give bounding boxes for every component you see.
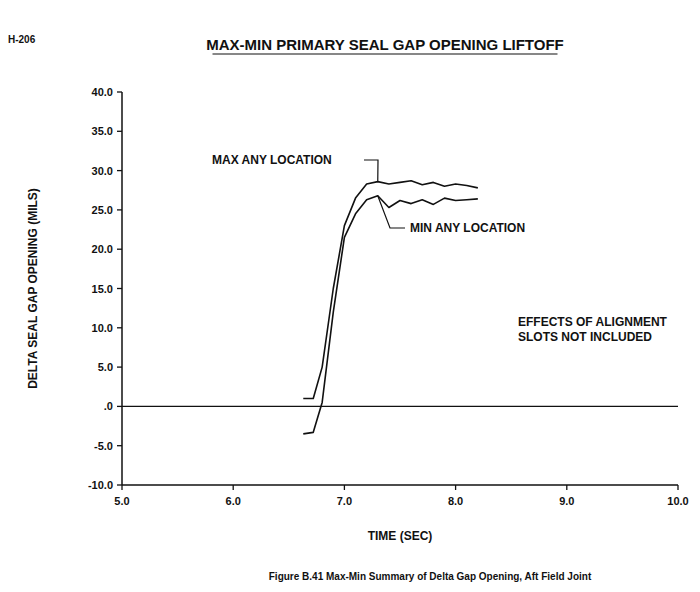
x-tick-label: 8.0 [448, 495, 463, 507]
x-tick [344, 485, 345, 490]
y-tick [117, 406, 122, 407]
y-tick [117, 445, 122, 446]
zero-line [122, 406, 678, 407]
y-tick-label: 20.0 [92, 243, 113, 255]
y-tick [117, 288, 122, 289]
x-axis-label: TIME (SEC) [368, 529, 433, 543]
y-tick-label: 10.0 [92, 322, 113, 334]
y-tick-label: 15.0 [92, 283, 113, 295]
series-label: MAX ANY LOCATION [212, 153, 332, 167]
y-tick-label: 25.0 [92, 204, 113, 216]
x-tick-label: 5.0 [114, 495, 129, 507]
chart: H-206 MAX-MIN PRIMARY SEAL GAP OPENING LI… [0, 0, 700, 592]
background [0, 0, 700, 592]
y-tick [117, 209, 122, 210]
label-leader [364, 160, 378, 182]
y-tick-label: 30.0 [92, 165, 113, 177]
annotation: SLOTS NOT INCLUDED [518, 330, 652, 344]
y-tick-label: 5.0 [98, 361, 113, 373]
x-tick [121, 485, 122, 490]
annotation: EFFECTS OF ALIGNMENT [518, 315, 668, 329]
y-tick-label: -5.0 [94, 440, 113, 452]
label-leader [378, 196, 405, 228]
y-tick-label: 35.0 [92, 125, 113, 137]
x-tick-label: 10.0 [667, 495, 688, 507]
series-label: MIN ANY LOCATION [410, 221, 525, 235]
y-tick [117, 91, 122, 92]
x-tick [455, 485, 456, 490]
y-tick-label: 40.0 [92, 86, 113, 98]
series-line [303, 181, 478, 399]
title-underline [213, 53, 558, 54]
caption: Figure B.41 Max-Min Summary of Delta Gap… [269, 571, 592, 582]
x-tick-label: 6.0 [226, 495, 241, 507]
y-tick [117, 484, 122, 485]
y-tick [117, 249, 122, 250]
plot-area [303, 181, 478, 434]
page-label: H-206 [8, 34, 36, 45]
y-tick-label: -10.0 [88, 479, 113, 491]
y-axis-label: DELTA SEAL GAP OPENING (MILS) [26, 188, 40, 389]
title: MAX-MIN PRIMARY SEAL GAP OPENING LIFTOFF [206, 36, 564, 53]
x-tick [677, 485, 678, 490]
y-tick [117, 327, 122, 328]
axes: -10.0 -5.0 .0 5.0 10.0 15.0 20.0 25.0 30.0 35.0 40… [88, 86, 689, 507]
y-tick [117, 366, 122, 367]
x-tick-label: 7.0 [337, 495, 352, 507]
y-tick [117, 131, 122, 132]
y-tick-label: .0 [104, 400, 113, 412]
x-tick [233, 485, 234, 490]
x-tick [566, 485, 567, 490]
x-tick-label: 9.0 [559, 495, 574, 507]
y-tick [117, 170, 122, 171]
x-axis-line [122, 484, 678, 486]
